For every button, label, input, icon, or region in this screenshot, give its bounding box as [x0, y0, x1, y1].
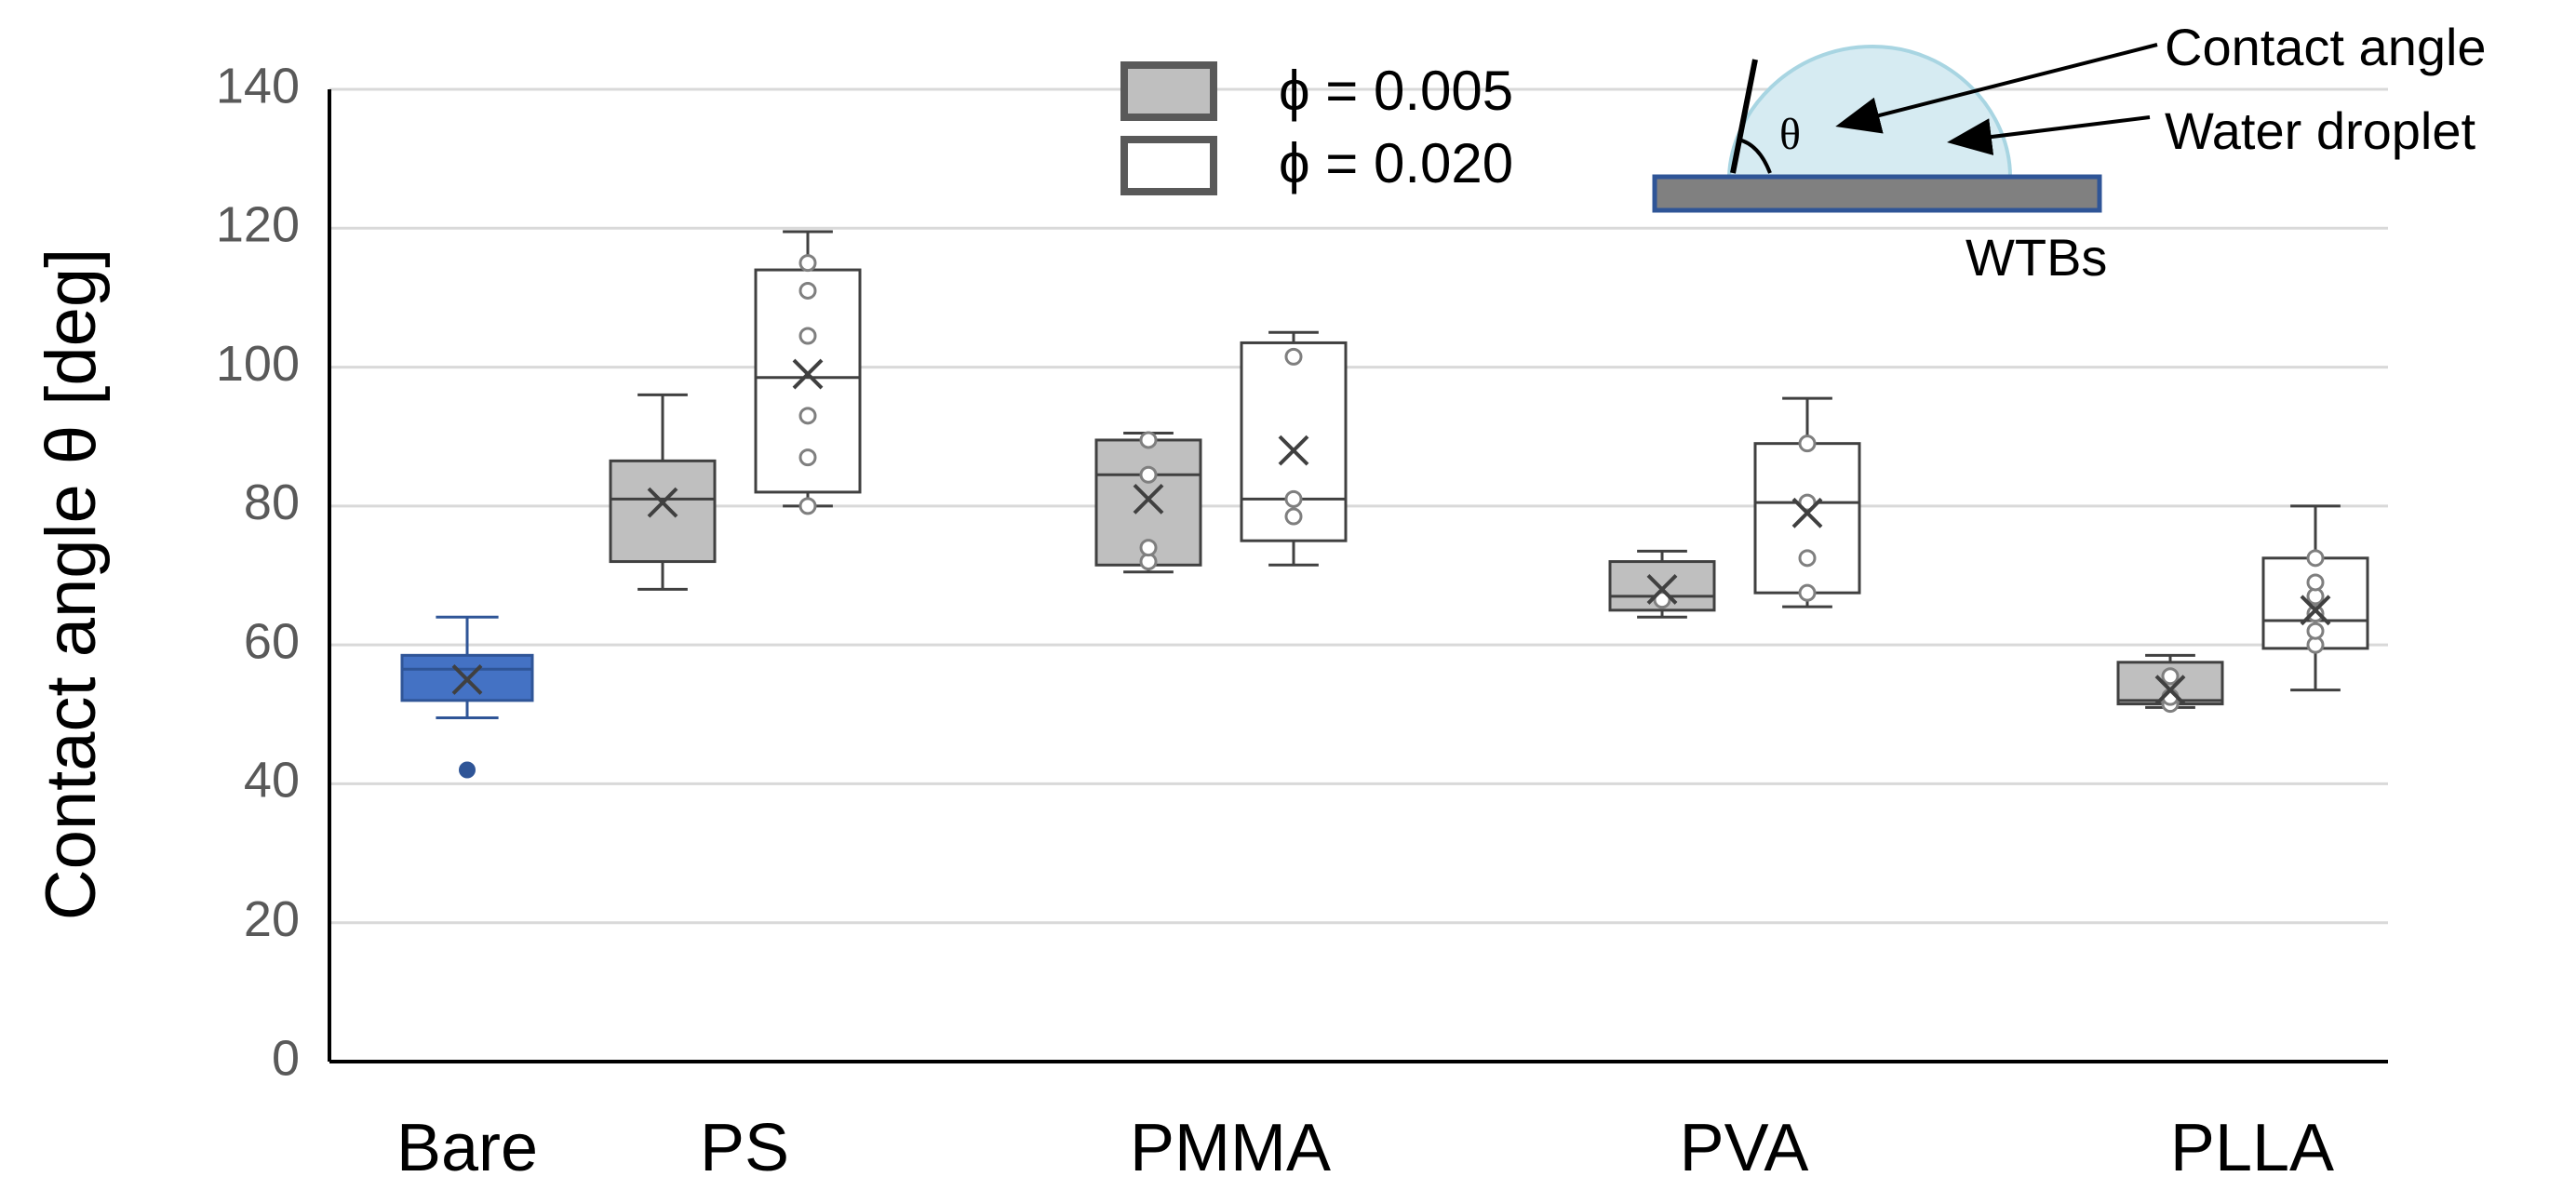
data-point [2306, 549, 2325, 568]
data-point [1139, 465, 1158, 484]
category-label-bare: Bare [396, 1111, 538, 1185]
water-droplet-shape [1726, 44, 2013, 179]
water-droplet-arrow [1947, 115, 2151, 155]
tangent-line [1730, 59, 1758, 174]
y-tick-label: 40 [244, 753, 300, 809]
substrate-bar [1652, 174, 2102, 213]
mean-marker [1278, 435, 1309, 466]
data-point [798, 497, 817, 515]
y-tick-label: 80 [244, 475, 300, 530]
category-label-ps: PS [700, 1111, 789, 1185]
contact-angle-label: Contact angle [2165, 18, 2487, 76]
data-point [1284, 507, 1303, 526]
box-pmma-s2 [1240, 330, 1348, 567]
category-labels: Bare PS PMMA PVA PLLA [396, 1111, 2334, 1185]
mean-marker [1133, 483, 1164, 515]
category-label-pmma: PMMA [1130, 1111, 1331, 1185]
contact-angle-schematic: θ Contact angle Water droplet WTBs [1652, 18, 2487, 287]
y-tick-label: 120 [216, 197, 300, 253]
data-point [2306, 605, 2325, 623]
category-label-plla: PLLA [2170, 1111, 2334, 1185]
data-point [798, 448, 817, 467]
data-point [798, 254, 817, 273]
legend-swatch-phi-0020 [1120, 136, 1217, 195]
mean-marker [792, 358, 824, 390]
legend-swatch-phi-0005 [1120, 61, 1217, 121]
box-pmma-s1 [1094, 431, 1202, 574]
data-point [798, 281, 817, 300]
box-ps-s1 [609, 393, 717, 591]
mean-marker [2154, 675, 2186, 706]
data-point [2306, 573, 2325, 592]
data-point [1798, 583, 1817, 602]
mean-marker [647, 487, 678, 518]
boxes [400, 230, 2369, 779]
y-tick-label: 0 [272, 1030, 300, 1086]
data-point [1798, 435, 1817, 453]
box-plla-s1 [2116, 653, 2224, 714]
y-tick-label: 140 [216, 58, 300, 114]
box-body [1753, 442, 1861, 595]
data-point [1653, 591, 1671, 609]
axes [328, 89, 2388, 1063]
data-point [798, 407, 817, 425]
legend: ϕ = 0.005 ϕ = 0.020 [1120, 60, 1513, 195]
box-bare-s0 [400, 615, 534, 779]
data-point [1798, 493, 1817, 512]
y-tick-label: 60 [244, 613, 300, 669]
legend-label-phi-0005: ϕ = 0.005 [1279, 60, 1513, 122]
mean-marker [1646, 574, 1678, 605]
mean-marker [2300, 595, 2331, 626]
theta-symbol: θ [1779, 110, 1801, 159]
data-point [2306, 622, 2325, 640]
data-point [798, 327, 817, 345]
box-pva-s2 [1753, 396, 1861, 608]
angle-arc [1737, 138, 1772, 174]
category-label-pva: PVA [1680, 1111, 1809, 1185]
water-droplet-label: Water droplet [2165, 101, 2476, 160]
mean-marker [451, 664, 483, 695]
legend-label-phi-0020: ϕ = 0.020 [1279, 132, 1513, 194]
y-tick-labels: 0 20 40 60 80 100 120 140 [216, 58, 300, 1086]
data-point [2161, 667, 2180, 686]
y-axis-label: Contact angle θ [deg] [32, 248, 111, 921]
data-point [1139, 431, 1158, 449]
data-point [1139, 539, 1158, 557]
y-tick-label: 100 [216, 336, 300, 392]
substrate-label: WTBs [1966, 228, 2107, 287]
box-ps-s2 [754, 230, 862, 515]
data-point [1284, 347, 1303, 366]
outlier-point [459, 761, 476, 779]
y-tick-label: 20 [244, 891, 300, 947]
contact-angle-arrow [1835, 43, 2158, 134]
data-point [1798, 549, 1817, 568]
box-body [609, 459, 717, 564]
data-point [1284, 489, 1303, 508]
box-plla-s2 [2261, 504, 2369, 692]
mean-marker [1791, 497, 1823, 528]
box-pva-s1 [1608, 549, 1716, 619]
